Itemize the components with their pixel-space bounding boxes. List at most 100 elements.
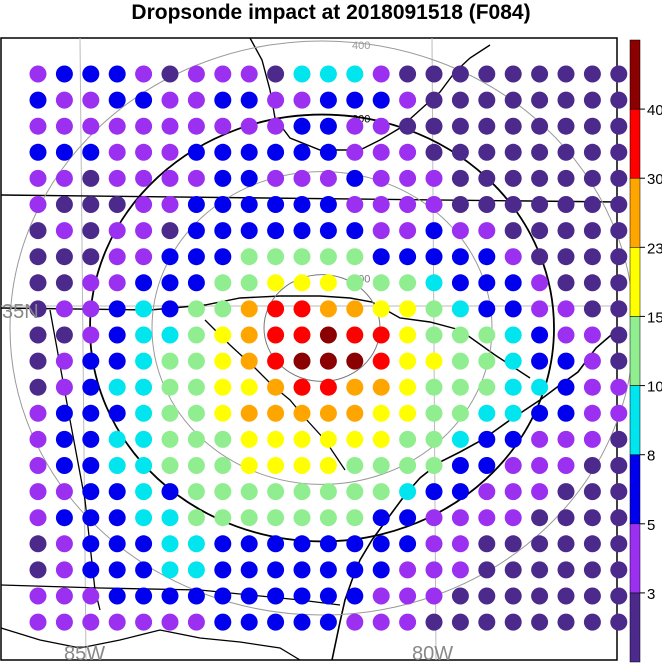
- data-point: [399, 274, 417, 292]
- data-point: [610, 117, 628, 135]
- data-point: [161, 561, 179, 579]
- data-point: [267, 378, 285, 396]
- data-point: [610, 169, 628, 187]
- colorbar-bin: [629, 454, 641, 525]
- data-point: [399, 535, 417, 553]
- data-point: [267, 169, 285, 187]
- data-point: [451, 561, 469, 579]
- data-point: [425, 91, 443, 109]
- data-point: [161, 169, 179, 187]
- data-point: [610, 65, 628, 83]
- data-point: [372, 535, 390, 553]
- data-point: [319, 613, 337, 631]
- data-point: [214, 248, 232, 266]
- data-point: [214, 117, 232, 135]
- data-point: [610, 404, 628, 422]
- data-point: [610, 561, 628, 579]
- data-point: [531, 352, 549, 370]
- data-point: [504, 352, 522, 370]
- data-point: [29, 378, 47, 396]
- data-point: [187, 196, 205, 213]
- data-point: [240, 457, 258, 474]
- data-point: [557, 457, 575, 474]
- data-point: [161, 274, 179, 292]
- data-point: [583, 65, 601, 83]
- data-point: [293, 65, 311, 83]
- data-point: [610, 91, 628, 109]
- data-point: [108, 587, 126, 605]
- data-point: [504, 404, 522, 422]
- data-point: [29, 248, 47, 266]
- data-point: [55, 222, 73, 240]
- data-point: [319, 222, 337, 240]
- data-point: [29, 196, 47, 213]
- data-point: [214, 196, 232, 213]
- data-point: [187, 457, 205, 474]
- data-point: [293, 430, 311, 448]
- data-point: [372, 587, 390, 605]
- data-point: [267, 117, 285, 135]
- data-point: [82, 326, 100, 344]
- data-point: [187, 169, 205, 187]
- data-point: [267, 326, 285, 344]
- data-point: [319, 300, 337, 318]
- data-point: [478, 483, 496, 501]
- data-point: [214, 561, 232, 579]
- data-point: [319, 430, 337, 448]
- data-point: [583, 613, 601, 631]
- data-point: [399, 561, 417, 579]
- data-point: [504, 143, 522, 161]
- data-point: [319, 248, 337, 266]
- data-point: [240, 248, 258, 266]
- data-point: [267, 457, 285, 474]
- data-point: [531, 248, 549, 266]
- data-point: [346, 222, 364, 240]
- data-point: [557, 117, 575, 135]
- data-point: [29, 91, 47, 109]
- data-point: [108, 483, 126, 501]
- data-point: [478, 509, 496, 527]
- data-point: [425, 196, 443, 213]
- data-point: [240, 404, 258, 422]
- data-point: [187, 483, 205, 501]
- data-point: [425, 483, 443, 501]
- data-point: [319, 352, 337, 370]
- data-point: [108, 430, 126, 448]
- data-point: [293, 91, 311, 109]
- gulf-coast: [0, 627, 301, 661]
- colorbar-bin: [629, 523, 641, 594]
- data-point: [29, 169, 47, 187]
- data-point: [425, 509, 443, 527]
- data-point: [240, 117, 258, 135]
- data-point: [399, 352, 417, 370]
- data-point: [372, 274, 390, 292]
- data-point: [108, 196, 126, 213]
- colorbar-bin: [629, 177, 641, 248]
- data-point: [267, 222, 285, 240]
- data-point: [161, 65, 179, 83]
- data-point: [319, 169, 337, 187]
- data-point: [557, 535, 575, 553]
- data-point: [55, 143, 73, 161]
- data-point: [451, 196, 469, 213]
- data-point: [372, 65, 390, 83]
- data-point: [610, 248, 628, 266]
- data-point: [478, 613, 496, 631]
- colorbar-tick-label: 40: [647, 102, 662, 119]
- data-point: [29, 326, 47, 344]
- data-point: [583, 117, 601, 135]
- colorbar-bin: [629, 39, 641, 110]
- data-point: [557, 483, 575, 501]
- data-point: [504, 483, 522, 501]
- colorbar-bin: [629, 316, 641, 386]
- colorbar-tick-label: 10: [647, 379, 662, 396]
- data-point: [108, 65, 126, 83]
- data-point: [319, 65, 337, 83]
- data-point: [346, 248, 364, 266]
- data-point: [399, 91, 417, 109]
- data-point: [478, 404, 496, 422]
- data-point: [214, 143, 232, 161]
- data-point: [372, 222, 390, 240]
- data-point: [135, 91, 153, 109]
- data-point: [55, 404, 73, 422]
